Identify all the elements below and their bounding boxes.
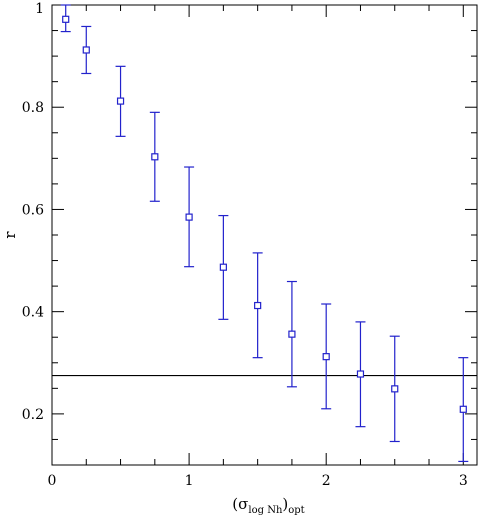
x-axis-label-close: ) xyxy=(282,495,288,513)
data-marker xyxy=(116,97,125,105)
data-point xyxy=(218,214,229,320)
data-point xyxy=(286,280,297,388)
data-point xyxy=(458,357,469,463)
data-point xyxy=(252,252,263,359)
data-point xyxy=(184,166,195,268)
data-point xyxy=(149,111,160,202)
data-marker xyxy=(151,153,159,161)
data-point xyxy=(115,65,126,137)
data-point xyxy=(389,335,400,443)
data-point xyxy=(81,25,92,75)
data-marker xyxy=(185,213,193,221)
data-marker xyxy=(62,15,70,23)
data-marker xyxy=(322,353,330,361)
y-tick-label: 0.4 xyxy=(22,305,44,321)
x-tick-label: 2 xyxy=(322,473,331,489)
minor-ticks xyxy=(52,5,477,466)
data-marker xyxy=(288,330,296,338)
data-marker xyxy=(391,385,399,393)
y-tick-label: 0.2 xyxy=(22,407,44,423)
x-tick-label: 1 xyxy=(185,473,194,489)
data-marker xyxy=(82,46,90,54)
data-point xyxy=(355,321,366,428)
x-axis-label-sub2: opt xyxy=(288,505,304,516)
y-tick-label: 0.8 xyxy=(22,100,44,116)
x-tick-label: 3 xyxy=(459,473,468,489)
y-axis-label: r xyxy=(1,231,19,239)
x-tick-label: 0 xyxy=(48,473,57,489)
data-marker xyxy=(356,370,365,378)
major-ticks xyxy=(51,4,477,465)
x-axis-label: (σlog Nh)opt xyxy=(232,495,304,516)
plot-frame xyxy=(51,4,478,466)
data-point xyxy=(321,303,332,410)
x-axis-label-main: (σ xyxy=(232,495,248,513)
data-marker xyxy=(254,301,262,310)
y-tick-labels: 0.2 0.4 0.6 0.8 1 xyxy=(22,1,44,423)
data-marker xyxy=(219,263,227,271)
y-tick-label: 1 xyxy=(35,1,44,17)
y-tick-label: 0.6 xyxy=(22,202,44,218)
x-tick-labels: 0 1 2 3 xyxy=(48,473,468,489)
x-axis-label-sub: log Nh xyxy=(248,505,283,516)
data-marker xyxy=(459,405,467,413)
data-points xyxy=(60,4,469,463)
data-point xyxy=(60,4,71,33)
